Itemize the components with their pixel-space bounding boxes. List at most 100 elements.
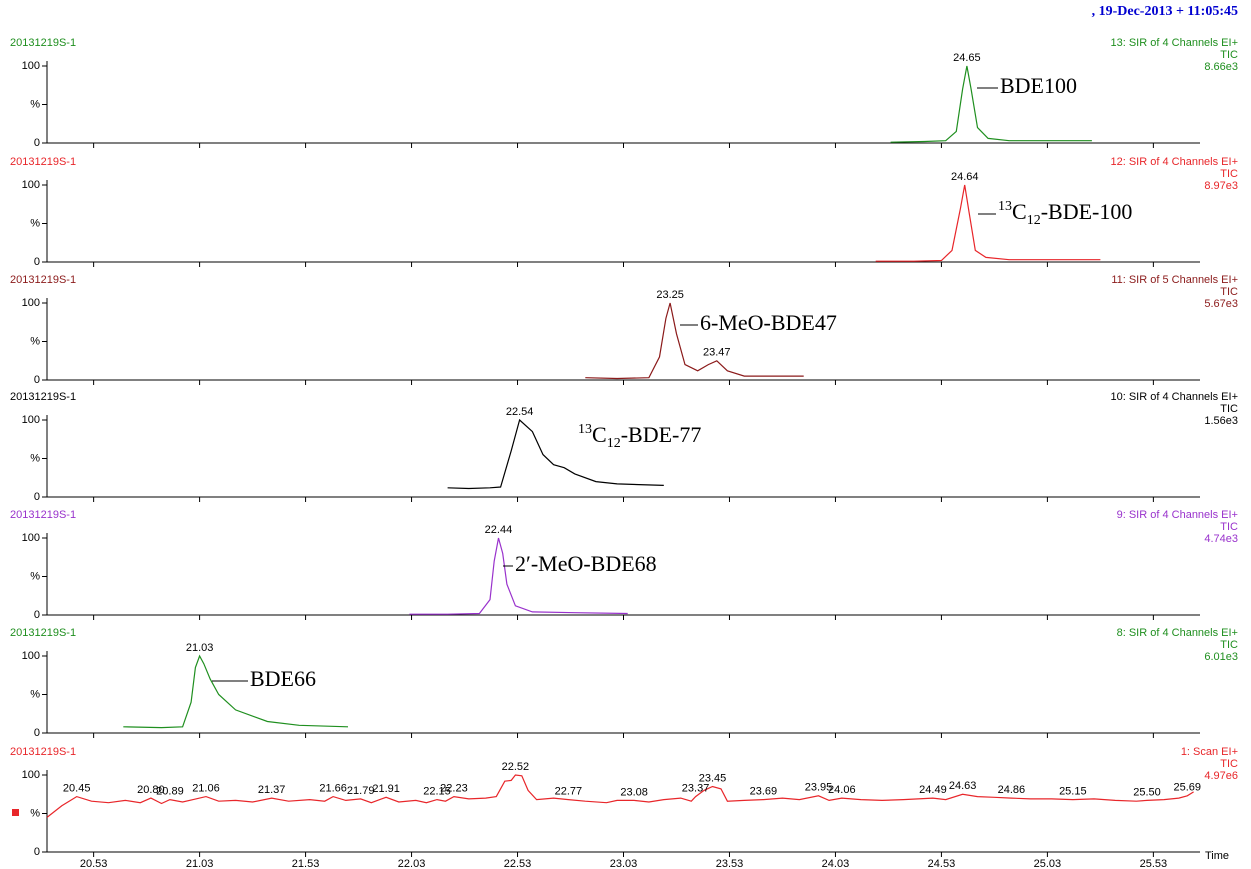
x-tick-label: 24.53: [928, 858, 956, 869]
x-tick-label: 25.03: [1034, 858, 1062, 869]
y-tick-label: 100: [22, 179, 40, 191]
trace-label: TIC: [1220, 286, 1238, 298]
peak-label: 20.80: [137, 784, 165, 796]
scan-marker: [12, 809, 19, 816]
peak-label: 22.54: [506, 406, 534, 418]
channel-label: 9: SIR of 4 Channels EI+: [1117, 509, 1238, 521]
peak-label: 22.77: [555, 786, 583, 798]
channel-label: 12: SIR of 4 Channels EI+: [1111, 156, 1239, 168]
panel-title: 20131219S-1: [10, 509, 76, 521]
annotation-part: C: [1012, 199, 1027, 224]
annotation-part: BDE100: [1000, 73, 1077, 98]
peak-label: 20.89: [156, 786, 184, 798]
y-tick-label: 0: [34, 137, 40, 149]
peak-label: 24.86: [998, 784, 1026, 796]
peak-label: 21.03: [186, 642, 214, 654]
x-tick-label: 21.53: [292, 858, 320, 869]
y-tick-label: 0: [34, 609, 40, 621]
peak-label: 23.08: [620, 786, 648, 798]
annotation: 2′-MeO-BDE68: [515, 551, 657, 576]
y-tick-label: 0: [34, 374, 40, 386]
peak-label: 25.50: [1133, 786, 1161, 798]
y-tick-label: %: [30, 688, 40, 700]
peak-label: 21.37: [258, 784, 286, 796]
peak-label: 24.49: [919, 784, 947, 796]
y-tick-label: 100: [22, 297, 40, 309]
panel-title: 20131219S-1: [10, 746, 76, 758]
trace-label: TIC: [1220, 758, 1238, 770]
trace-label: TIC: [1220, 639, 1238, 651]
panel-title: 20131219S-1: [10, 156, 76, 168]
peak-label: 22.15: [423, 786, 451, 798]
annotation-part: 13: [578, 422, 592, 437]
x-axis-label: Time: [1205, 850, 1229, 862]
y-tick-label: 100: [22, 414, 40, 426]
peak-label: 22.52: [502, 761, 530, 773]
annotation: 13C12-BDE-77: [578, 422, 701, 451]
trace-label: TIC: [1220, 521, 1238, 533]
y-tick-label: 0: [34, 256, 40, 268]
peak-label: 20.45: [63, 782, 91, 794]
y-tick-label: %: [30, 807, 40, 819]
panel-title: 20131219S-1: [10, 37, 76, 49]
annotation: 6-MeO-BDE47: [700, 310, 837, 335]
x-tick-label: 23.53: [716, 858, 744, 869]
x-tick-label: 22.03: [398, 858, 426, 869]
x-tick-label: 20.53: [80, 858, 108, 869]
trace: [875, 184, 1101, 262]
intensity-label: 6.01e3: [1204, 651, 1238, 663]
intensity-label: 1.56e3: [1204, 415, 1238, 427]
x-tick-label: 21.03: [186, 858, 214, 869]
y-tick-label: 100: [22, 650, 40, 662]
trace-label: TIC: [1220, 403, 1238, 415]
channel-label: 8: SIR of 4 Channels EI+: [1117, 627, 1238, 639]
peak-label: 21.79: [347, 785, 375, 797]
peak-label: 23.37: [682, 782, 710, 794]
channel-label: 10: SIR of 4 Channels EI+: [1111, 391, 1239, 403]
y-tick-label: %: [30, 452, 40, 464]
peak-label: 21.66: [319, 782, 347, 794]
panel-title: 20131219S-1: [10, 391, 76, 403]
peak-label: 24.06: [828, 784, 856, 796]
annotation-part: BDE66: [250, 666, 316, 691]
annotation-part: 2′-MeO-BDE68: [515, 551, 657, 576]
y-tick-label: %: [30, 217, 40, 229]
x-tick-label: 23.03: [610, 858, 638, 869]
peak-label: 25.15: [1059, 786, 1087, 798]
trace: [46, 774, 1194, 818]
annotation-part: -BDE-77: [621, 422, 702, 447]
x-tick-label: 22.53: [504, 858, 532, 869]
trace: [447, 418, 664, 490]
y-tick-label: %: [30, 570, 40, 582]
y-tick-label: 100: [22, 60, 40, 72]
peak-label: 23.95: [805, 782, 833, 794]
peak-label: 24.64: [951, 171, 979, 183]
y-tick-label: %: [30, 98, 40, 110]
peak-label: 21.06: [192, 782, 220, 794]
y-tick-label: 0: [34, 846, 40, 858]
peak-label: 22.23: [440, 782, 468, 794]
panel-title: 20131219S-1: [10, 627, 76, 639]
annotation: BDE100: [1000, 73, 1077, 98]
annotation-part: C: [592, 422, 607, 447]
channel-label: 1: Scan EI+: [1181, 746, 1238, 758]
trace-label: TIC: [1220, 49, 1238, 61]
y-tick-label: %: [30, 335, 40, 347]
timestamp: , 19-Dec-2013 + 11:05:45: [1092, 4, 1238, 19]
annotation: 13C12-BDE-100: [998, 199, 1132, 228]
y-tick-label: 0: [34, 727, 40, 739]
peak-label: 23.69: [750, 786, 778, 798]
trace: [409, 537, 628, 615]
annotation-part: 13: [998, 199, 1012, 214]
intensity-label: 8.66e3: [1204, 61, 1238, 73]
channel-label: 13: SIR of 4 Channels EI+: [1111, 37, 1239, 49]
annotation-part: -BDE-100: [1041, 199, 1133, 224]
peak-label: 21.91: [372, 783, 400, 795]
intensity-label: 8.97e3: [1204, 180, 1238, 192]
peak-label: 24.65: [953, 52, 981, 64]
intensity-label: 4.97e6: [1204, 770, 1238, 782]
trace: [123, 654, 349, 729]
peak-label: 22.44: [485, 524, 513, 536]
annotation: BDE66: [250, 666, 316, 691]
